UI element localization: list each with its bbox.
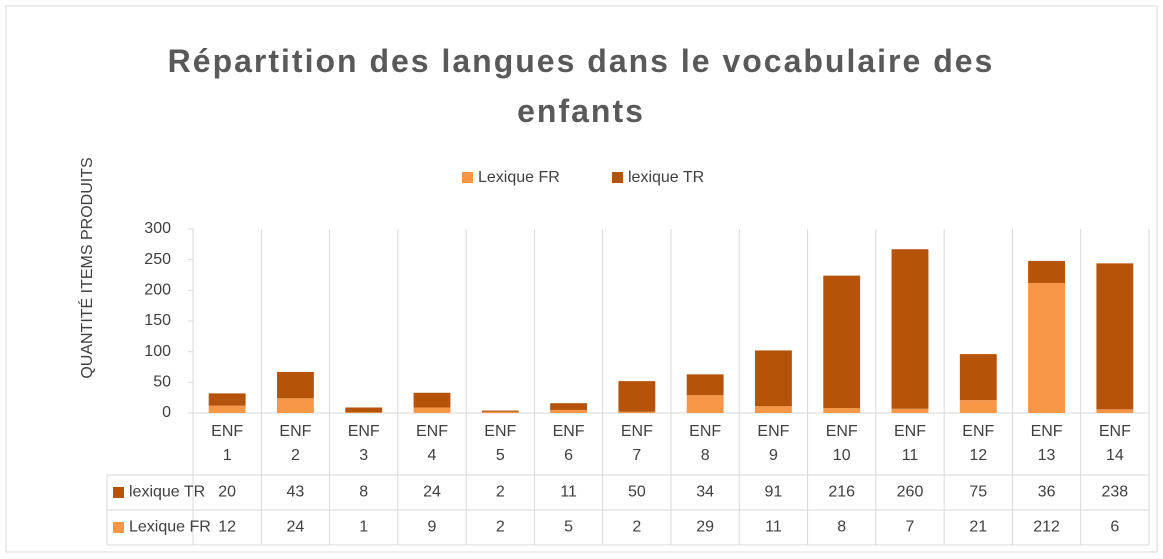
- table-cell: 2: [496, 484, 505, 501]
- table-cell: 11: [560, 484, 577, 501]
- x-tick-label: ENF4: [416, 423, 448, 464]
- table-cell: 2: [632, 519, 641, 536]
- x-tick-label: ENF10: [825, 423, 858, 464]
- table-cell: 36: [1038, 484, 1056, 501]
- bar-segment: [823, 408, 861, 413]
- table-row-label: lexique TR: [129, 484, 205, 501]
- table-cell: 11: [765, 519, 782, 536]
- bar-segment: [481, 411, 519, 413]
- x-tick-label: ENF1: [211, 423, 244, 464]
- y-tick-label: 150: [144, 312, 171, 329]
- bar-segment: [276, 371, 314, 399]
- bar-segment: [891, 249, 929, 409]
- x-tick-label: ENF7: [620, 423, 653, 464]
- x-tick-label: ENF13: [1030, 423, 1063, 464]
- bar-segment: [550, 409, 588, 413]
- y-tick-label: 50: [153, 374, 171, 391]
- bar-segment: [618, 381, 656, 412]
- x-tick-label: ENF3: [347, 423, 380, 464]
- chart-border: [5, 5, 1158, 553]
- table-cell: 21: [969, 519, 987, 536]
- bar-segment: [276, 398, 314, 413]
- bar-segment: [686, 374, 724, 396]
- x-tick-label: ENF12: [962, 423, 995, 464]
- y-axis-label: QUANTITÉ ITEMS PRODUITS: [77, 157, 96, 378]
- table-row-label: Lexique FR: [129, 519, 211, 536]
- x-tick-label: ENF11: [894, 423, 926, 464]
- bar-segment: [1096, 263, 1134, 410]
- table-legend-swatch: [113, 487, 124, 498]
- table-cell: 29: [696, 519, 714, 536]
- x-tick-label: ENF5: [484, 423, 517, 464]
- bar-segment: [754, 406, 792, 413]
- table-cell: 1: [359, 519, 368, 536]
- bar-segment: [1028, 282, 1066, 413]
- table-cell: 20: [218, 484, 236, 501]
- bar-segment: [686, 395, 724, 413]
- x-tick-label: ENF8: [689, 423, 722, 464]
- table-cell: 91: [765, 484, 783, 501]
- table-cell: 75: [969, 484, 987, 501]
- table-cell: 6: [1110, 519, 1119, 536]
- bar-segment: [1096, 409, 1134, 413]
- bar-segment: [413, 392, 451, 408]
- bar-segment: [345, 412, 383, 413]
- table-cell: 260: [897, 484, 924, 501]
- table-cell: 7: [906, 519, 915, 536]
- table-cell: 24: [287, 519, 305, 536]
- legend-label: Lexique FR: [478, 169, 560, 186]
- y-tick-label: 200: [144, 282, 171, 299]
- bar-segment: [208, 405, 246, 413]
- table-cell: 50: [628, 484, 646, 501]
- y-tick-label: 100: [144, 343, 171, 360]
- table-cell: 5: [564, 519, 573, 536]
- x-tick-label: ENF14: [1098, 423, 1131, 464]
- legend-swatch: [462, 172, 473, 183]
- legend-label: lexique TR: [628, 169, 704, 186]
- table-cell: 2: [496, 519, 505, 536]
- table-cell: 43: [287, 484, 305, 501]
- legend-swatch: [612, 172, 623, 183]
- table-cell: 8: [837, 519, 846, 536]
- table-cell: 238: [1102, 484, 1129, 501]
- x-tick-label: ENF9: [757, 423, 790, 464]
- x-tick-label: ENF6: [552, 423, 585, 464]
- table-cell: 12: [218, 519, 236, 536]
- table-cell: 212: [1033, 519, 1060, 536]
- chart-title: Répartition des langues dans le vocabula…: [167, 43, 995, 129]
- bar-segment: [891, 408, 929, 413]
- table-cell: 24: [423, 484, 441, 501]
- y-tick-label: 300: [144, 220, 171, 237]
- table-legend-swatch: [113, 522, 124, 533]
- bar-segment: [208, 393, 246, 406]
- bar-segment: [481, 410, 519, 412]
- bar-segment: [1028, 260, 1066, 283]
- table-cell: 8: [359, 484, 368, 501]
- y-tick-label: 0: [162, 404, 171, 421]
- bar-segment: [959, 354, 997, 401]
- bar-segment: [754, 350, 792, 407]
- table-cell: 9: [428, 519, 437, 536]
- table-cell: 216: [828, 484, 855, 501]
- y-tick-label: 250: [144, 251, 171, 268]
- bar-segment: [413, 407, 451, 413]
- bar-segment: [959, 400, 997, 413]
- bar-segment: [618, 411, 656, 413]
- x-tick-label: ENF2: [279, 423, 312, 464]
- bar-segment: [823, 275, 861, 409]
- bar-segment: [550, 403, 588, 410]
- table-cell: 34: [696, 484, 714, 501]
- bar-segment: [345, 407, 383, 413]
